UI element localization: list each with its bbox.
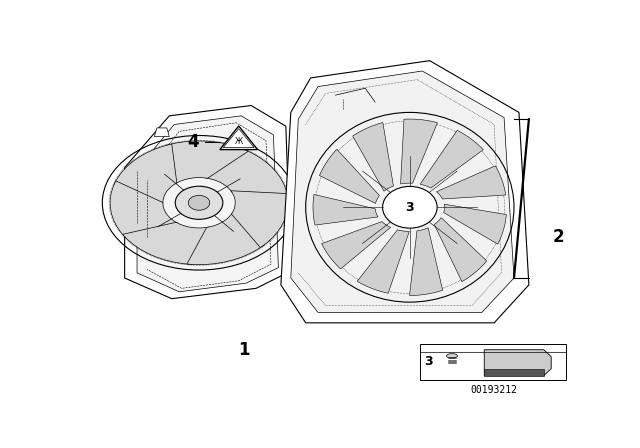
Ellipse shape xyxy=(447,353,458,358)
Polygon shape xyxy=(187,212,264,265)
Polygon shape xyxy=(281,60,529,323)
Polygon shape xyxy=(110,181,178,237)
Polygon shape xyxy=(114,144,177,204)
FancyBboxPatch shape xyxy=(420,344,566,380)
Ellipse shape xyxy=(175,186,223,220)
Polygon shape xyxy=(353,123,394,191)
Polygon shape xyxy=(137,116,278,292)
Text: 3: 3 xyxy=(406,201,414,214)
Polygon shape xyxy=(166,141,248,184)
Text: 00193212: 00193212 xyxy=(470,385,518,395)
Ellipse shape xyxy=(188,195,210,210)
Text: 4: 4 xyxy=(187,133,198,151)
Polygon shape xyxy=(125,106,291,299)
Polygon shape xyxy=(436,166,506,199)
Polygon shape xyxy=(401,119,437,184)
Text: 2: 2 xyxy=(553,228,564,246)
Polygon shape xyxy=(291,71,514,313)
Text: Ж: Ж xyxy=(235,137,243,146)
Polygon shape xyxy=(444,204,506,244)
Text: 1: 1 xyxy=(238,341,250,359)
Polygon shape xyxy=(154,128,169,137)
Polygon shape xyxy=(220,126,257,150)
Ellipse shape xyxy=(383,186,437,228)
Polygon shape xyxy=(319,149,380,203)
Polygon shape xyxy=(484,370,544,375)
Polygon shape xyxy=(231,191,288,248)
Polygon shape xyxy=(313,194,378,225)
Polygon shape xyxy=(410,228,443,296)
Polygon shape xyxy=(434,218,487,282)
Polygon shape xyxy=(484,350,551,375)
Polygon shape xyxy=(205,149,288,198)
Polygon shape xyxy=(321,222,390,269)
Polygon shape xyxy=(420,130,483,188)
Text: 3: 3 xyxy=(424,355,433,368)
Polygon shape xyxy=(122,222,209,264)
Polygon shape xyxy=(357,230,410,293)
